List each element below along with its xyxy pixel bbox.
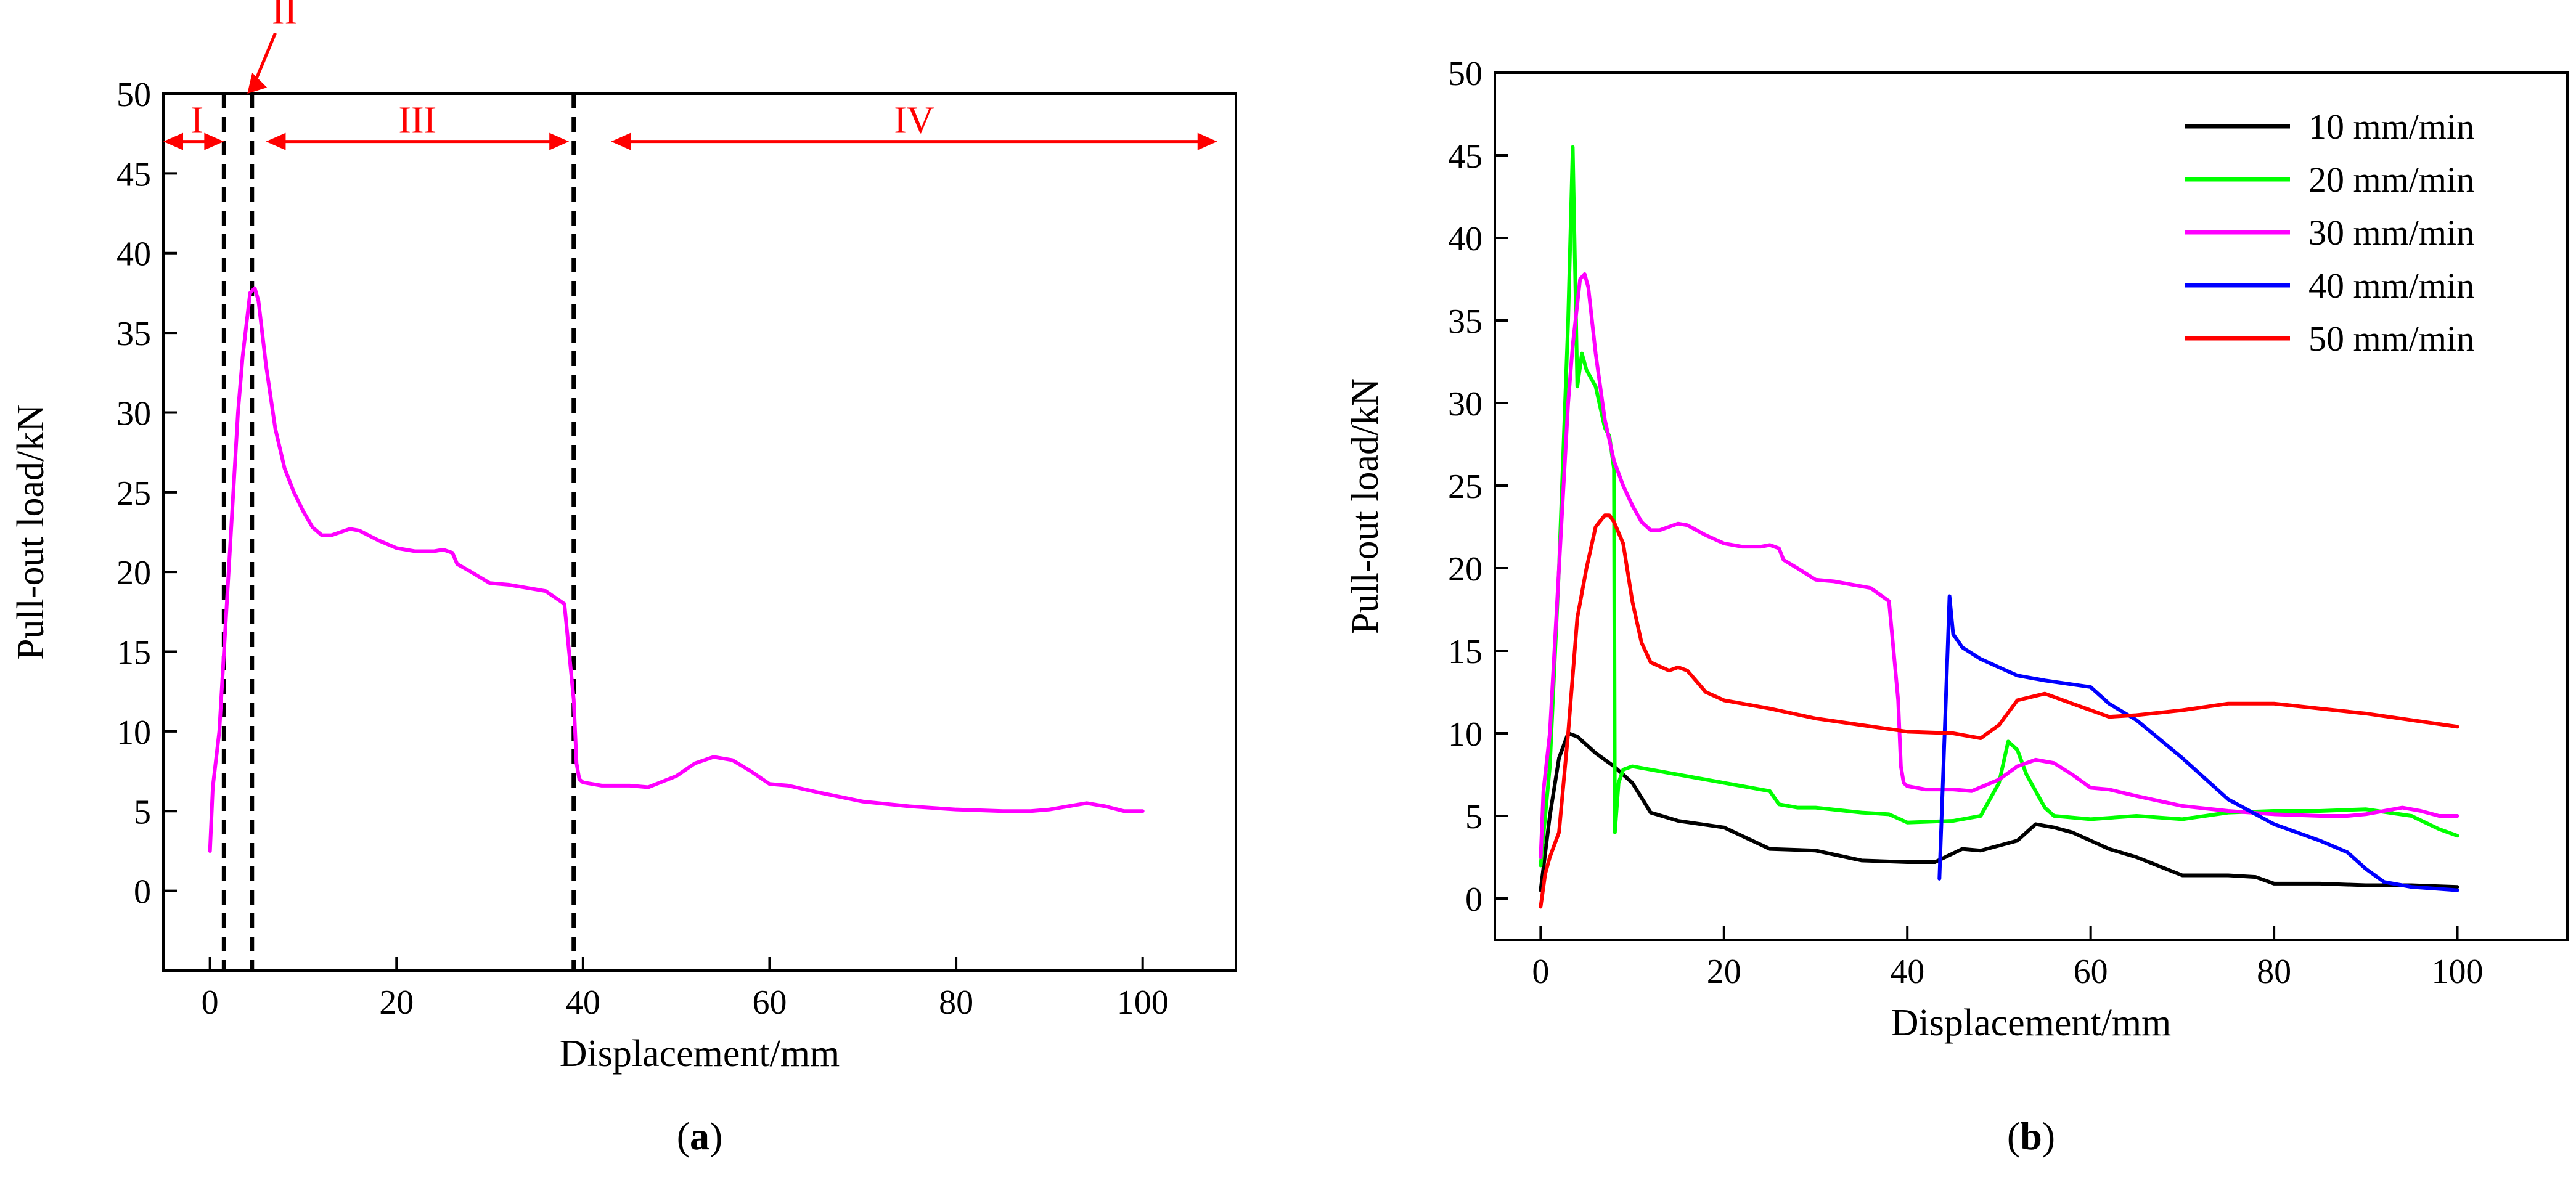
panel-caption: (a) [677, 1114, 723, 1158]
y-tick-label: 35 [1448, 303, 1482, 341]
legend-label: 40 mm/min [2308, 266, 2474, 306]
x-tick-label: 60 [752, 984, 787, 1022]
y-tick-label: 15 [117, 634, 151, 672]
y-tick-label: 50 [117, 76, 151, 114]
stage-arrowhead-right [204, 132, 224, 150]
series-line-10-mm-min [1539, 731, 2459, 892]
caption-open: ( [677, 1114, 690, 1158]
y-tick-label: 30 [1448, 385, 1482, 423]
legend-label: 50 mm/min [2308, 319, 2474, 359]
caption-open: ( [2007, 1114, 2020, 1158]
y-tick-label: 40 [117, 235, 151, 274]
y-tick-label: 10 [1448, 715, 1482, 754]
y-tick-label: 10 [117, 714, 151, 752]
y-tick-label: 20 [117, 554, 151, 592]
caption-close: ) [709, 1114, 722, 1158]
y-axis-label: Pull-out load/kN [10, 404, 52, 660]
x-axis-label: Displacement/mm [1891, 1002, 2172, 1044]
caption-letter: a [690, 1114, 709, 1158]
y-tick-label: 45 [1448, 137, 1482, 176]
stage-arrowhead-right [549, 132, 570, 150]
panel-caption: (b) [2007, 1114, 2055, 1158]
y-tick-label: 30 [117, 394, 151, 433]
y-tick-label: 35 [117, 315, 151, 353]
y-tick-label: 45 [117, 155, 151, 193]
y-tick-label: 0 [1465, 881, 1482, 919]
y-tick-label: 25 [1448, 468, 1482, 506]
plot-frame [162, 92, 1237, 972]
series-line-20-mm-min [1539, 145, 2459, 868]
panel-a-chart: 0 20 40 60 80 100 0 5 10 15 20 25 30 35 40 45 50 Displace… [10, 0, 1237, 1158]
x-tick-label: 20 [1707, 953, 1741, 991]
x-tick-label: 100 [1117, 984, 1169, 1022]
series-line-30-mm-min [1539, 272, 2459, 859]
stage-label: II [272, 0, 297, 33]
stage-arrowhead-left [611, 132, 631, 150]
y-tick-label: 50 [1448, 55, 1482, 93]
y-tick-label: 20 [1448, 550, 1482, 588]
y-tick-label: 25 [117, 474, 151, 513]
x-tick-label: 40 [1890, 953, 1924, 991]
y-tick-label: 5 [1465, 798, 1482, 836]
stage-pointer-head [247, 73, 268, 94]
x-tick-label: 100 [2432, 953, 2484, 991]
stage-arrowhead-left [266, 132, 286, 150]
caption-letter: b [2020, 1114, 2042, 1158]
legend-label: 20 mm/min [2308, 160, 2474, 200]
x-tick-label: 0 [202, 984, 219, 1022]
y-tick-label: 5 [134, 793, 151, 831]
plot-frame [1494, 71, 2569, 941]
x-tick-label: 20 [379, 984, 414, 1022]
stage-label: I [191, 100, 204, 142]
x-tick-label: 80 [939, 984, 973, 1022]
x-tick-label: 40 [566, 984, 600, 1022]
x-tick-label: 80 [2257, 953, 2291, 991]
stage-label: IV [894, 100, 934, 142]
caption-close: ) [2042, 1114, 2055, 1158]
series-line-50-mm-min [1539, 513, 2459, 909]
x-axis-label: Displacement/mm [560, 1033, 840, 1075]
series-line-30-mm-min [208, 286, 1145, 853]
stage-arrowhead-left [163, 132, 183, 150]
panel-b-chart: 0 20 40 60 80 100 0 5 10 15 20 25 30 35 40 45 50 Displace… [1344, 55, 2569, 1158]
y-tick-label: 40 [1448, 220, 1482, 258]
stage-arrowhead-right [1197, 132, 1217, 150]
y-tick-label: 15 [1448, 633, 1482, 671]
x-tick-label: 60 [2074, 953, 2108, 991]
y-tick-label: 0 [134, 873, 151, 911]
legend-label: 30 mm/min [2308, 213, 2474, 253]
series-line-40-mm-min [1937, 594, 2459, 892]
y-axis-label: Pull-out load/kN [1344, 378, 1386, 634]
stage-label: III [398, 100, 436, 142]
legend-label: 10 mm/min [2308, 107, 2474, 147]
x-tick-label: 0 [1532, 953, 1549, 991]
